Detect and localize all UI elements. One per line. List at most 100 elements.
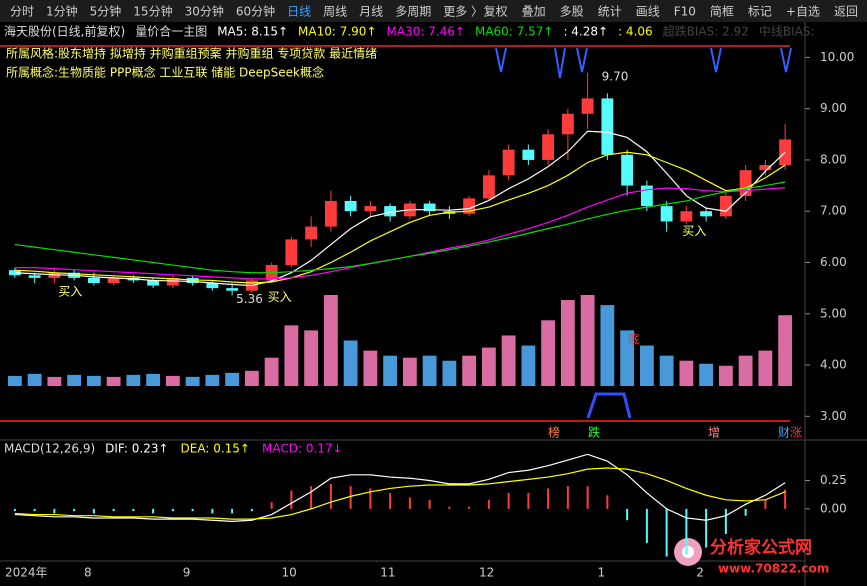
toolbar-button[interactable]: 简框 [710,5,734,19]
annotation: 买入 [58,285,82,299]
candle-body [285,239,298,266]
dif-line [14,453,786,522]
toolbar-tab[interactable]: 日线 [287,5,311,19]
x-tick-label: 2 [696,566,704,580]
watermark-title: 分析家公式网 [710,537,812,558]
toolbar-tab[interactable]: 1分钟 [46,4,78,19]
x-tick-label: 2024年 [5,566,48,580]
ma-line [14,181,786,274]
signal-label: 财 [778,426,790,440]
x-tick-label: 9 [183,566,191,580]
toolbar-tab[interactable]: 5分钟 [90,4,122,19]
ma-line [14,187,786,280]
y-tick-label: 8.00 [820,152,847,166]
volume-bar [284,325,299,386]
volume-bar [304,330,319,386]
volume-bar [225,372,240,386]
toolbar-button[interactable]: +自选 [786,5,820,19]
volume-bar [659,355,674,386]
volume-bar [758,350,773,386]
toolbar-tab[interactable]: 60分钟 [236,4,275,19]
concept-line: 所属概念:生物质能 PPP概念 工业互联 储能 DeepSeek概念 [6,65,324,80]
y-tick-label: 4.00 [820,358,847,372]
annotation: 5.36 [236,292,263,306]
signal-markers [495,47,792,79]
macd-title: MACD(12,26,9) [4,442,95,456]
volume-bar [47,376,62,386]
candle-body [561,113,574,135]
candle-body [28,275,41,278]
candle-body [759,165,772,171]
candle-body [700,211,713,217]
candle-body [226,288,239,291]
candle-body [87,277,100,283]
x-tick-label: 8 [84,566,92,580]
signal-label: 涨 [790,425,802,440]
volume-bar [718,365,733,386]
candle-body [660,206,673,222]
toolbar-button[interactable]: 叠加 [522,5,546,19]
toolbar-tab[interactable]: 分时 [10,5,34,19]
toolbar-tab[interactable]: 多周期 [395,5,431,19]
volume-bar [106,376,121,386]
toolbar-tab[interactable]: 周线 [323,5,347,19]
toolbar-button[interactable]: 返回 [834,5,858,19]
toolbar-button[interactable]: 多股 [560,5,584,19]
toolbar-button[interactable]: F10 [674,5,696,19]
y-tick-label: 7.00 [820,204,847,218]
toolbar-tab[interactable]: 30分钟 [185,4,224,19]
x-tick-label: 11 [380,566,395,580]
y-tick-label: 6.00 [820,255,847,269]
ma-line [14,151,786,284]
watermark-url: www.70822.com [718,562,829,576]
candle-body [581,98,594,114]
volume-bar [560,300,575,386]
toolbar-tab[interactable]: 月线 [359,5,383,19]
candle-body [423,203,436,212]
toolbar-button[interactable]: 画线 [636,5,660,19]
toolbar-button[interactable]: 复权 [484,5,508,19]
y-tick-label: 0.00 [820,501,847,515]
indicator-label: MA60: 7.57↑ [475,25,553,39]
candle-body [107,277,120,283]
chart-title: 海天股份(日线,前复权) [4,24,125,39]
indicator-label: MA30: 7.46↑ [387,25,465,39]
annotation: 底 [628,332,640,347]
volume-bar [679,360,694,386]
candle-body [522,149,535,160]
volume-bar [639,345,654,386]
bottom-marker [586,392,632,419]
toolbar-tab[interactable]: 更多 〉 [443,5,483,19]
volume-bar [264,357,279,386]
candle-body [542,134,555,160]
toolbar-tab[interactable]: 15分钟 [133,4,172,19]
y-tick-label: 10.00 [820,50,854,64]
candle-body [324,200,337,227]
style-line: 所属风格:股东增持 拟增持 并购重组预案 并购重组 专项贷款 最近情绪 [6,46,377,61]
candle-body [147,280,160,286]
candle-body [680,211,693,222]
annotation: 9.70 [602,69,629,83]
indicator-label: 中线BIAS: [759,24,815,39]
signal-label: 榜 [548,425,560,440]
x-tick-label: 1 [598,566,606,580]
y-tick-label: 5.00 [820,306,847,320]
dea-line [14,467,786,520]
candle-body [364,206,377,212]
volume-bar [521,345,536,386]
indicator-label: MA10: 7.90↑ [298,25,376,39]
indicator-label: : 4.28↑ [563,25,608,39]
candle-body [739,170,752,196]
toolbar-button[interactable]: 统计 [598,5,622,19]
candle-body [344,200,357,212]
volume-bar [165,375,180,386]
x-tick-label: 10 [282,566,297,580]
annotation: 买入 [268,290,292,304]
volume-bar [323,295,338,386]
volume-bar [778,315,793,386]
volume-bar [501,335,516,386]
toolbar-button[interactable]: 标记 [748,5,772,19]
y-tick-label: 9.00 [820,101,847,115]
signal-label: 跌 [588,425,600,440]
candle-body [621,154,634,186]
